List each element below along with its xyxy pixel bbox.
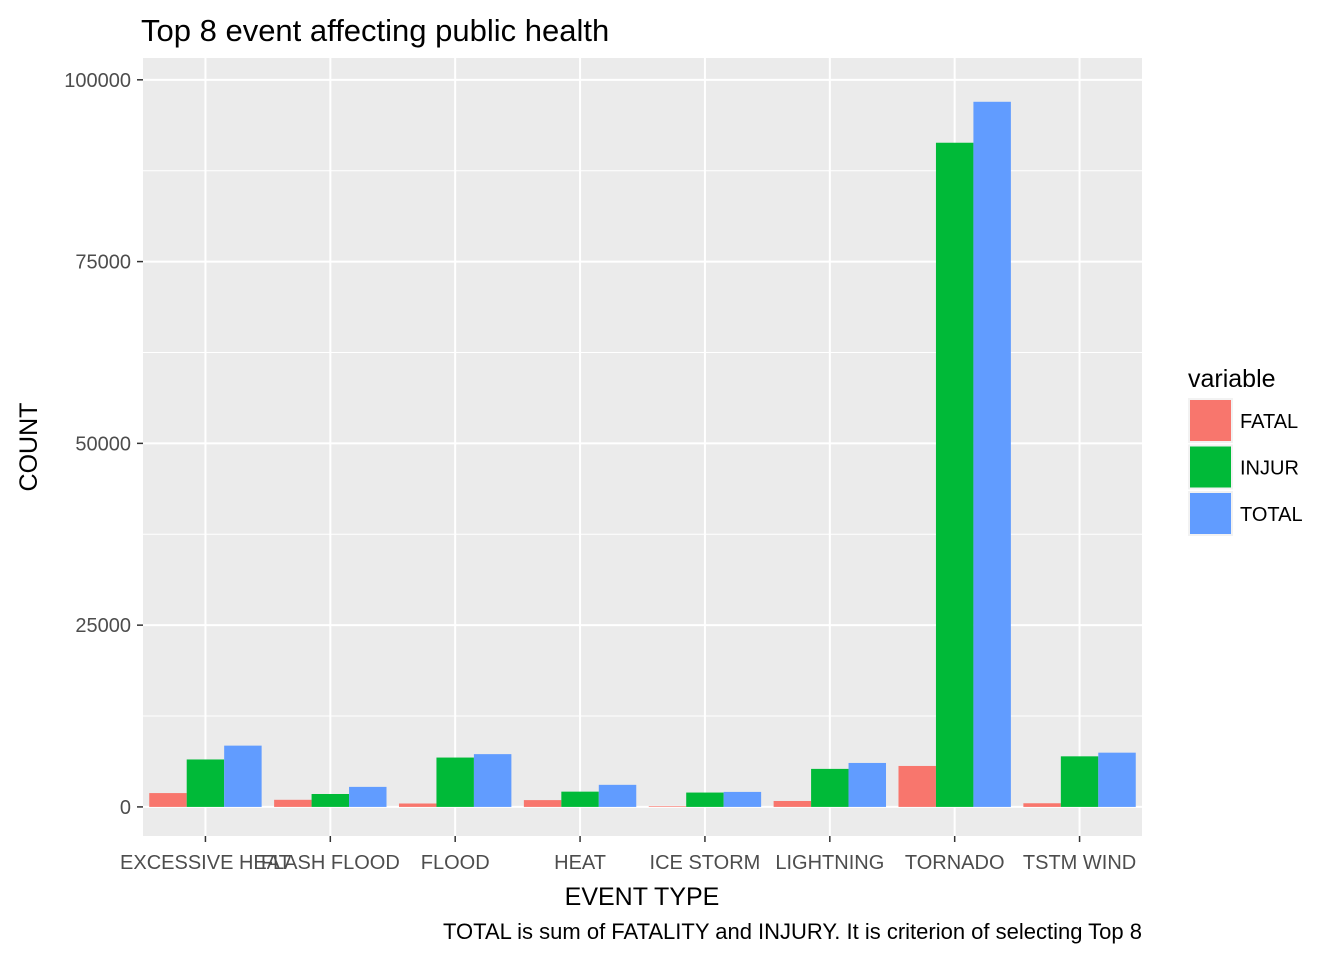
bar-fatal-4 bbox=[648, 806, 687, 807]
x-tick-label: FLASH FLOOD bbox=[261, 852, 400, 874]
legend-key-total bbox=[1190, 493, 1231, 534]
bar-total-3 bbox=[598, 784, 637, 807]
x-tick-label: EXCESSIVE HEAT bbox=[120, 852, 291, 874]
bar-total-4 bbox=[723, 791, 762, 807]
y-axis-ticks: 0 25000 50000 75000 100000 bbox=[64, 70, 143, 819]
chart-caption: TOTAL is sum of FATALITY and INJURY. It … bbox=[443, 919, 1142, 944]
legend-label: INJUR bbox=[1240, 458, 1299, 480]
x-tick-label: TORNADO bbox=[905, 852, 1005, 874]
y-axis-title: COUNT bbox=[15, 403, 43, 492]
legend-label: FATAL bbox=[1240, 411, 1298, 433]
bar-fatal-2 bbox=[398, 803, 437, 807]
bar-total-2 bbox=[473, 754, 512, 807]
bar-fatal-7 bbox=[1023, 803, 1061, 807]
bar-fatal-1 bbox=[274, 799, 312, 807]
legend-key-fatal bbox=[1190, 400, 1231, 441]
bar-fatal-0 bbox=[149, 793, 187, 807]
bar-total-5 bbox=[848, 762, 887, 807]
y-tick-label: 100000 bbox=[64, 70, 131, 92]
legend-label: TOTAL bbox=[1240, 504, 1303, 526]
bar-fatal-5 bbox=[773, 800, 812, 807]
y-tick-label: 25000 bbox=[75, 615, 131, 637]
x-tick-label: TSTM WIND bbox=[1023, 852, 1136, 874]
bar-injur-7 bbox=[1060, 756, 1099, 807]
legend: variable FATAL INJUR TOTAL bbox=[1188, 365, 1303, 536]
bar-injur-6 bbox=[935, 142, 974, 807]
bar-total-7 bbox=[1098, 752, 1136, 807]
x-tick-label: HEAT bbox=[554, 852, 606, 874]
grid-lines bbox=[143, 58, 1142, 836]
bar-total-1 bbox=[349, 786, 387, 807]
bar-fatal-3 bbox=[523, 800, 562, 807]
x-axis-title: EVENT TYPE bbox=[565, 883, 720, 911]
bar-injur-0 bbox=[186, 759, 225, 807]
legend-title: variable bbox=[1188, 365, 1276, 393]
bar-fatal-6 bbox=[898, 765, 936, 807]
bar-injur-2 bbox=[436, 757, 474, 807]
x-tick-label: FLOOD bbox=[421, 852, 490, 874]
legend-key-injur bbox=[1190, 446, 1231, 488]
chart-title: Top 8 event affecting public health bbox=[141, 13, 609, 48]
bar-injur-4 bbox=[686, 792, 724, 807]
bar-total-0 bbox=[224, 745, 262, 807]
x-tick-label: ICE STORM bbox=[650, 852, 761, 874]
bar-total-6 bbox=[973, 101, 1011, 807]
bar-injur-3 bbox=[561, 791, 599, 807]
bar-injur-5 bbox=[811, 768, 849, 807]
y-tick-label: 75000 bbox=[75, 252, 131, 274]
x-tick-label: LIGHTNING bbox=[775, 852, 884, 874]
bars bbox=[149, 101, 1136, 807]
bar-injur-1 bbox=[311, 793, 350, 807]
y-tick-label: 50000 bbox=[75, 433, 131, 455]
y-tick-label: 0 bbox=[120, 797, 131, 819]
